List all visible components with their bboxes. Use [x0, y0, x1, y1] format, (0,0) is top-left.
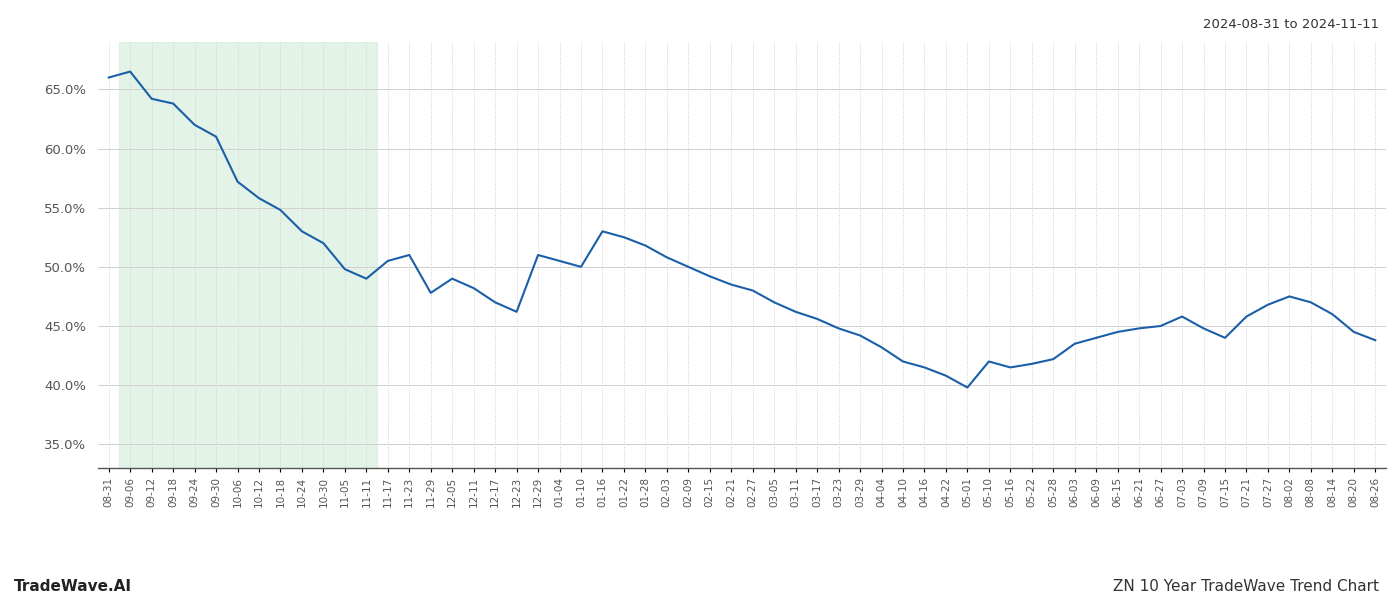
Bar — [119, 42, 377, 468]
Text: TradeWave.AI: TradeWave.AI — [14, 579, 132, 594]
Text: ZN 10 Year TradeWave Trend Chart: ZN 10 Year TradeWave Trend Chart — [1113, 579, 1379, 594]
Text: 2024-08-31 to 2024-11-11: 2024-08-31 to 2024-11-11 — [1203, 18, 1379, 31]
